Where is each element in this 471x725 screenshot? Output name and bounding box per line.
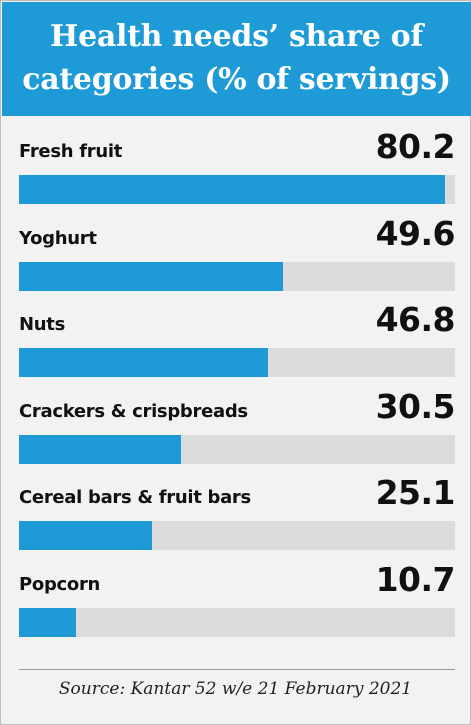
category-label: Popcorn [19, 573, 101, 595]
bar [19, 607, 76, 637]
value-label: 80.2 [375, 127, 456, 166]
value-label: 25.1 [375, 473, 456, 512]
bar-row: Cereal bars & fruit bars 25.1 [19, 473, 456, 550]
bar-track [19, 175, 455, 204]
footer-divider [19, 669, 455, 670]
bar-row: Fresh fruit 80.2 [19, 127, 456, 204]
category-label: Fresh fruit [19, 141, 123, 162]
bar-track [19, 434, 455, 464]
bar-track [19, 348, 455, 377]
value-label: 10.7 [375, 559, 456, 599]
bar-track [19, 261, 455, 291]
chart-header: Health needs’ share of categories (% of … [2, 2, 471, 116]
chart-title: Health needs’ share of categories (% of … [22, 19, 451, 97]
bar [19, 261, 283, 291]
bar-track [19, 521, 455, 550]
category-label: Crackers & crispbreads [19, 400, 248, 422]
bar [19, 434, 181, 464]
bar-track [19, 607, 455, 637]
value-label: 46.8 [375, 300, 456, 339]
bar-row: Yoghurt 49.6 [19, 214, 456, 291]
bar [19, 175, 445, 204]
value-label: 49.6 [375, 213, 456, 253]
bar [19, 521, 152, 550]
bar [19, 348, 268, 377]
category-label: Cereal bars & fruit bars [19, 487, 251, 508]
value-label: 30.5 [375, 386, 456, 426]
bar-row: Nuts 46.8 [19, 300, 456, 377]
category-label: Yoghurt [19, 227, 97, 249]
category-label: Nuts [19, 314, 65, 335]
bar-row: Crackers & crispbreads 30.5 [19, 387, 456, 464]
source-note: Source: Kantar 52 w/e 21 February 2021 [58, 679, 413, 699]
bar-row: Popcorn 10.7 [19, 560, 456, 637]
